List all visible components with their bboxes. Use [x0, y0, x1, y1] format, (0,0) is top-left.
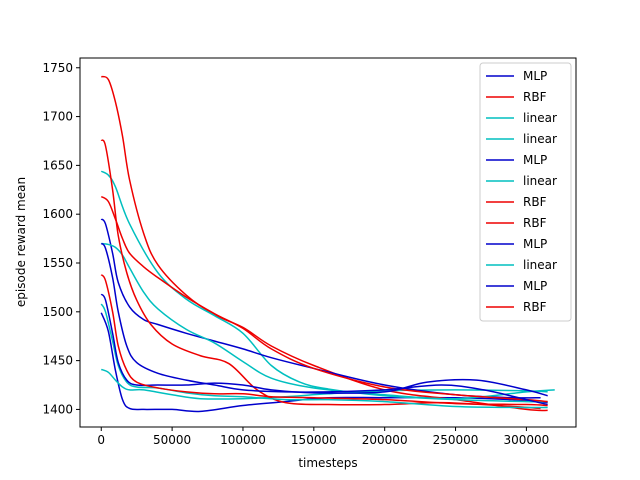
legend-box	[479, 62, 572, 322]
legend-item: RBF	[486, 216, 547, 230]
legend-label: linear	[523, 174, 557, 188]
legend-label: linear	[523, 258, 557, 272]
plot-frame	[79, 57, 577, 428]
x-axis-label: timesteps	[298, 456, 357, 470]
legend-item: MLP	[486, 237, 547, 251]
series-line-rbf-12	[100, 274, 548, 407]
legend-item: MLP	[486, 279, 547, 293]
x-tick-label: 300000	[503, 433, 549, 447]
series-line-mlp-9	[100, 242, 548, 406]
legend-item: linear	[486, 132, 557, 146]
y-tick-label: 1600	[42, 207, 73, 221]
y-tick-label: 1750	[42, 61, 73, 75]
series-line-rbf-8	[100, 195, 548, 403]
legend-label: MLP	[523, 237, 547, 251]
legend-item: linear	[486, 258, 557, 272]
legend-item: RBF	[486, 90, 547, 104]
legend-label: MLP	[523, 69, 547, 83]
series-line-mlp-11	[100, 293, 548, 397]
series-line-linear-4	[100, 368, 548, 400]
y-axis: 1400 1450 1500 1550 1600 1650 1700 1750	[42, 61, 80, 416]
y-tick-label: 1550	[42, 256, 73, 270]
x-tick-label: 50000	[153, 433, 191, 447]
x-tick-label: 200000	[362, 433, 408, 447]
series-line-linear-10	[100, 303, 548, 409]
legend-item: linear	[486, 111, 557, 125]
legend-item: linear	[486, 174, 557, 188]
x-tick-label: 150000	[291, 433, 337, 447]
x-tick-label: 0	[97, 433, 105, 447]
legend-label: RBF	[523, 216, 547, 230]
legend-item: RBF	[486, 300, 547, 314]
legend-label: MLP	[523, 153, 547, 167]
legend-item: RBF	[486, 195, 547, 209]
legend-label: linear	[523, 111, 557, 125]
legend-label: linear	[523, 132, 557, 146]
y-axis-label: episode reward mean	[14, 177, 28, 307]
legend-label: RBF	[523, 300, 547, 314]
y-tick-label: 1400	[42, 402, 73, 416]
x-axis: 0 50000 100000 150000 200000 250000 300000	[97, 427, 549, 447]
legend-label: MLP	[523, 279, 547, 293]
y-tick-label: 1700	[42, 110, 73, 124]
x-tick-label: 100000	[220, 433, 266, 447]
legend-item: MLP	[486, 153, 547, 167]
legend: MLP RBF linear linear MLP linear RBF RBF MLP line…	[479, 62, 572, 322]
legend-label: RBF	[523, 90, 547, 104]
series-line-linear-6	[101, 242, 555, 400]
series-group	[100, 75, 555, 413]
y-tick-label: 1500	[42, 305, 73, 319]
y-tick-label: 1450	[42, 354, 73, 368]
legend-label: RBF	[523, 195, 547, 209]
y-tick-label: 1650	[42, 158, 73, 172]
legend-item: MLP	[486, 69, 547, 83]
x-tick-label: 250000	[433, 433, 479, 447]
